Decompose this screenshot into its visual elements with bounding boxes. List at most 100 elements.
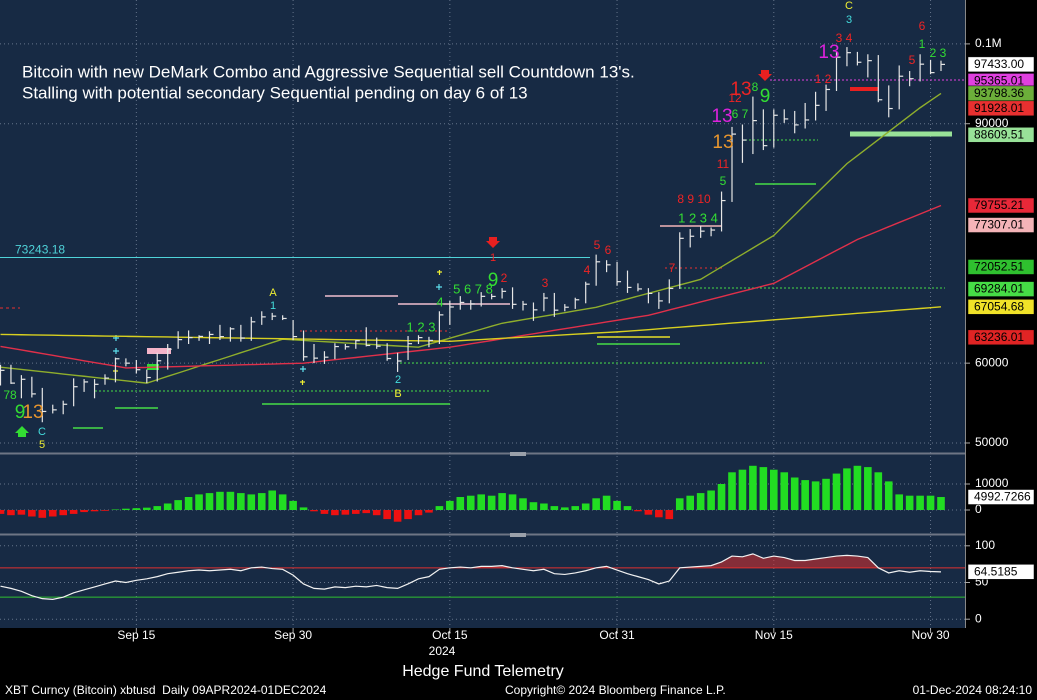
y-tick-label: 10000 (975, 476, 1009, 490)
value-tag (967, 259, 1035, 275)
histogram-bar (529, 502, 538, 510)
histogram-bar (268, 490, 276, 510)
x-year-label: 2024 (429, 644, 456, 658)
value-tag (967, 564, 1035, 580)
histogram-bar (247, 494, 256, 510)
histogram-bar (310, 510, 318, 512)
histogram-bar (341, 510, 350, 515)
histogram-bar (477, 494, 485, 510)
count-label: 9 (488, 270, 499, 291)
histogram-bar (926, 495, 935, 510)
count-label: 3 4 (836, 31, 853, 45)
value-tag (967, 127, 1035, 143)
value-tag (967, 329, 1035, 346)
histogram-bar (299, 507, 308, 510)
histogram-bar (205, 493, 214, 510)
count-label: 3 (846, 14, 852, 26)
y-tick-label: 0 (975, 502, 982, 516)
histogram-bar (801, 480, 809, 510)
plot-background (0, 0, 965, 628)
count-label: 6 (605, 243, 612, 257)
histogram-bar (498, 493, 506, 510)
value-tag-label: 72052.51 (974, 260, 1024, 274)
count-label: 5 (594, 238, 601, 252)
panel-handle (510, 452, 526, 456)
value-tag-label: 64.5185 (974, 565, 1018, 579)
histogram-bar (592, 498, 600, 510)
histogram-bar (80, 510, 88, 513)
chart-subtitle: Stalling with potential secondary Sequen… (22, 83, 528, 102)
histogram-bar (320, 510, 329, 514)
histogram-bar (278, 494, 287, 510)
count-label: C (38, 426, 46, 438)
histogram-bar (59, 510, 67, 516)
value-tag-label: 4992.7266 (974, 490, 1031, 504)
histogram-bar (780, 472, 789, 510)
count-label: 13 (730, 79, 751, 100)
x-tick-label: Nov 30 (912, 628, 950, 642)
count-label: 9 (760, 86, 771, 107)
value-tag (967, 100, 1035, 117)
value-tag-label: 88609.51 (974, 127, 1024, 141)
count-label: 4 (436, 294, 443, 309)
histogram-bar (17, 510, 26, 515)
count-label: 78 (3, 388, 17, 402)
histogram-bar (895, 494, 903, 510)
marks-layer (0, 47, 945, 600)
histogram-bar (132, 508, 141, 510)
count-label: A (269, 287, 277, 299)
count-label: 1 (919, 37, 926, 51)
value-tag-label: 91928.01 (974, 101, 1024, 115)
x-tick-label: Oct 31 (599, 628, 635, 642)
histogram-bar (634, 510, 642, 512)
histogram-bar (435, 506, 444, 510)
signal-box (147, 348, 171, 354)
histogram-bar (790, 477, 799, 510)
value-tag (967, 197, 1035, 214)
histogram-bar (28, 510, 36, 517)
count-label: 6 (919, 19, 926, 33)
count-label: 11 (717, 157, 730, 171)
count-label: 13 (712, 132, 733, 153)
sell-arrow (486, 237, 500, 248)
count-label: 13 (711, 106, 732, 127)
count-label: 1 2 (815, 72, 832, 86)
count-label: 5 6 7 8 (453, 281, 493, 296)
count-label: 1 (270, 300, 276, 312)
histogram-bar (456, 496, 465, 510)
count-label: 6 7 (732, 107, 749, 121)
histogram-bar (571, 506, 580, 510)
value-tag-label: 69284.01 (974, 282, 1024, 296)
y-tick-label: 0 (975, 611, 982, 625)
histogram-bar (48, 510, 57, 517)
y-tick-label: 90000 (975, 116, 1009, 130)
histogram-bar (561, 507, 569, 510)
panel-handle (510, 533, 526, 537)
histogram-bar (811, 481, 820, 510)
y-tick-label: 60000 (975, 355, 1009, 369)
histogram-bar (237, 493, 245, 510)
histogram-bar (728, 472, 736, 510)
value-tag (967, 217, 1035, 233)
y-tick-label: 0.1M (975, 36, 1002, 50)
value-tag-label: 97433.00 (974, 57, 1024, 71)
histogram-bar (937, 497, 945, 510)
level-segments (0, 70, 965, 437)
moving-average (0, 306, 942, 342)
histogram-bar (864, 467, 872, 510)
histogram-bar (884, 481, 893, 510)
count-label: 2 (395, 374, 401, 386)
count-label: 4 (584, 263, 591, 277)
count-label: 8 (752, 80, 759, 94)
plus-marker (113, 284, 442, 372)
histogram-bar (331, 510, 339, 516)
histogram-bar (749, 465, 757, 510)
count-label: 9 (15, 402, 26, 423)
histogram-bar (613, 500, 621, 510)
histogram-bar (675, 498, 684, 510)
count-label: 2 (501, 271, 508, 285)
y-tick-label: 100 (975, 538, 995, 552)
histogram-bar (195, 494, 203, 510)
x-tick-label: Sep 30 (274, 628, 312, 642)
histogram-bar (655, 510, 663, 518)
